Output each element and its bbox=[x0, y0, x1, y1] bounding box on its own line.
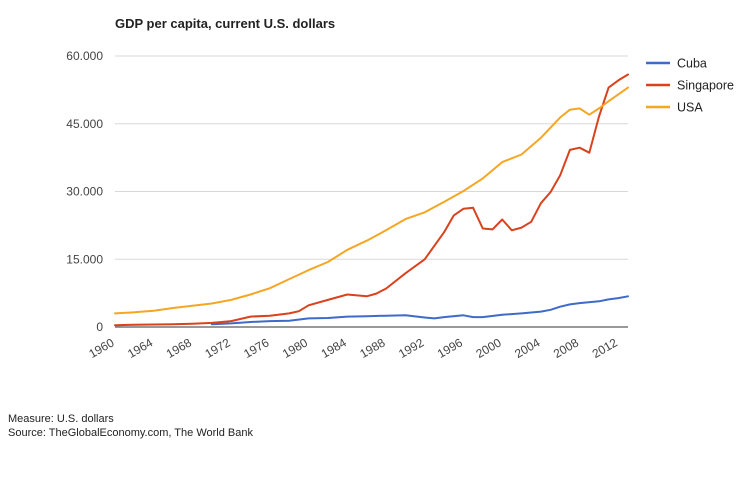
series-line-usa bbox=[114, 86, 629, 315]
legend-label-singapore[interactable]: Singapore bbox=[677, 79, 734, 93]
gridlines bbox=[115, 55, 628, 328]
series-line-singapore bbox=[114, 73, 629, 327]
y-tick-label: 30.000 bbox=[66, 185, 103, 199]
chart-title: GDP per capita, current U.S. dollars bbox=[115, 16, 335, 31]
x-tick-label: 1972 bbox=[203, 335, 233, 361]
x-tick-label: 1960 bbox=[86, 335, 116, 361]
x-tick-label: 1988 bbox=[357, 335, 387, 361]
legend-label-cuba[interactable]: Cuba bbox=[677, 57, 707, 71]
x-tick-label: 2000 bbox=[474, 335, 504, 361]
gdp-line-chart: GDP per capita, current U.S. dollars 0 15… bbox=[66, 16, 734, 361]
x-tick-label: 2004 bbox=[512, 335, 542, 361]
x-axis-ticks: 1960 1964 1968 1972 1976 1980 1984 1988 1992 1996… bbox=[86, 335, 620, 361]
footer-notes: Measure: U.S. dollars Source: TheGlobalE… bbox=[8, 412, 253, 440]
series-lines bbox=[114, 73, 629, 327]
legend[interactable]: Cuba Singapore USA bbox=[646, 57, 734, 115]
x-tick-label: 2012 bbox=[590, 335, 620, 361]
y-tick-label: 60.000 bbox=[66, 49, 103, 63]
x-tick-label: 1980 bbox=[280, 335, 310, 361]
x-tick-label: 1964 bbox=[125, 335, 155, 361]
y-axis-ticks: 0 15.000 30.000 45.000 60.000 bbox=[66, 49, 103, 334]
x-tick-label: 1996 bbox=[435, 335, 465, 361]
measure-note: Measure: U.S. dollars bbox=[8, 413, 114, 425]
x-tick-label: 1968 bbox=[164, 335, 194, 361]
legend-label-usa[interactable]: USA bbox=[677, 101, 703, 115]
x-tick-label: 1992 bbox=[396, 335, 426, 361]
x-tick-label: 1976 bbox=[241, 335, 271, 361]
series-line-cuba bbox=[210, 295, 629, 326]
x-tick-label: 2008 bbox=[551, 335, 581, 361]
y-tick-label: 15.000 bbox=[66, 252, 103, 266]
source-note: Source: TheGlobalEconomy.com, The World … bbox=[8, 427, 253, 439]
y-tick-label: 45.000 bbox=[66, 117, 103, 131]
x-tick-label: 1984 bbox=[319, 335, 349, 361]
y-tick-label: 0 bbox=[96, 320, 103, 334]
